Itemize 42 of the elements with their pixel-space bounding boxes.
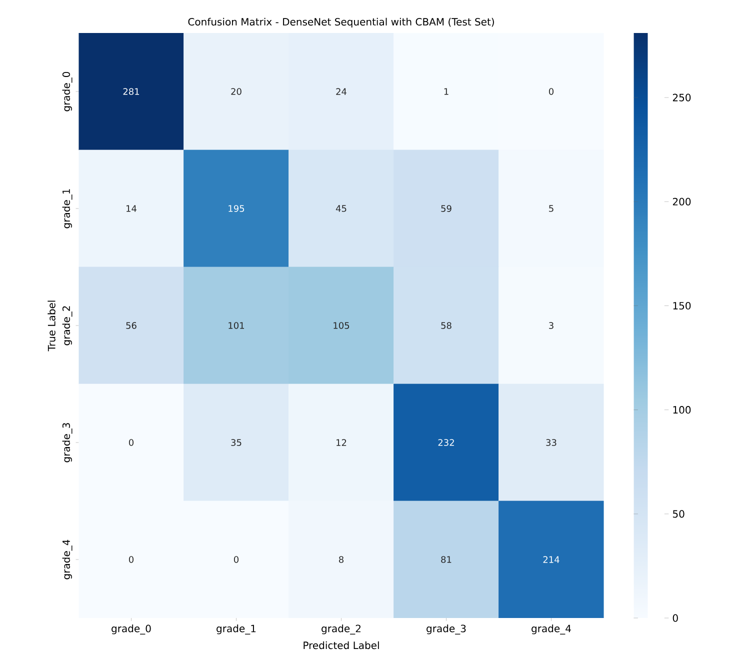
color-bar-label: 50 [672, 510, 684, 518]
data-label: 12 [336, 439, 346, 446]
data-label: 20 [231, 88, 242, 95]
y-tick-label: grade_0 [62, 72, 72, 112]
color-bar-label: 200 [672, 198, 691, 206]
data-label: 59 [441, 205, 452, 212]
data-label: 214 [543, 556, 560, 563]
color-bar-label: 0 [672, 614, 678, 622]
data-label: 232 [438, 439, 454, 446]
y-tick-label: grade_2 [62, 306, 72, 346]
data-label: 0 [128, 439, 134, 446]
y-tick-label: grade_1 [62, 189, 72, 228]
data-label: 24 [336, 88, 346, 95]
data-label: 45 [336, 205, 346, 212]
data-label: 281 [123, 88, 140, 95]
data-label: 101 [228, 322, 244, 329]
x-tick-label: grade_3 [426, 624, 466, 635]
x-tick-label: grade_2 [322, 624, 360, 635]
data-label: 0 [234, 556, 239, 563]
y-tick-label: grade_3 [62, 423, 72, 462]
data-label: 81 [441, 556, 452, 563]
x-axis-title: Predicted Label [304, 641, 379, 650]
data-label: 105 [334, 322, 350, 329]
data-label: 0 [128, 556, 134, 563]
x-tick-label: grade_1 [216, 624, 256, 635]
y-tick-label: grade_4 [62, 540, 72, 580]
x-tick-label: grade_4 [532, 624, 571, 635]
data-label: 58 [441, 322, 452, 329]
data-label: 35 [231, 439, 242, 446]
data-label: 14 [126, 205, 136, 212]
y-axis-title: True Label [48, 300, 56, 352]
data-label: 0 [548, 88, 554, 95]
color-bar-label: 150 [673, 302, 691, 310]
chart-title: Confusion Matrix - DenseNet Sequential with CBAM (Test Set) [188, 18, 494, 28]
data-label: 56 [126, 322, 136, 329]
color-bar-label: 250 [672, 94, 691, 102]
data-label: 195 [228, 205, 244, 212]
data-label: 5 [549, 205, 554, 212]
data-label: 1 [444, 88, 448, 95]
x-tick-label: grade_0 [112, 624, 151, 635]
color-bar-label: 100 [673, 406, 691, 414]
data-label: 8 [339, 556, 344, 563]
